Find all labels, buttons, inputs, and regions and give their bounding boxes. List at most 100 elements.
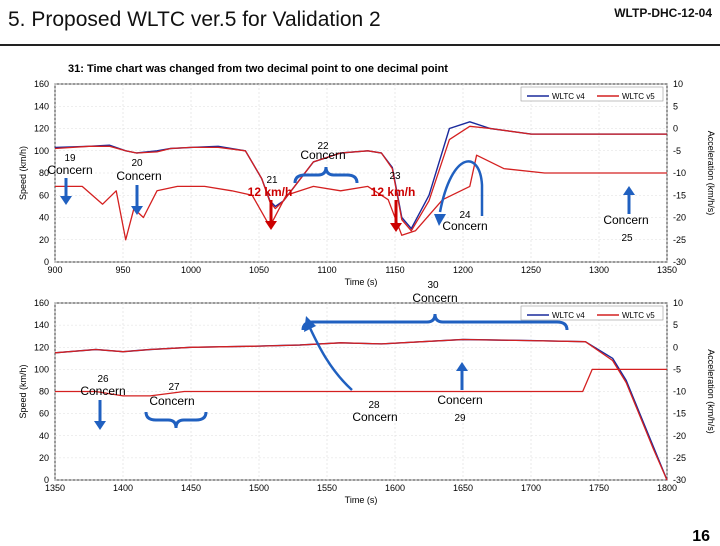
annotation-25-number: 25 <box>621 233 633 244</box>
x-axis-label: Time (s) <box>345 495 378 505</box>
annotation-19-label: Concern <box>47 163 92 177</box>
annotation-28-number: 28 <box>368 400 380 411</box>
legend-label-v5: WLTC v5 <box>622 92 655 101</box>
y-tick-label: 160 <box>34 298 49 308</box>
y2-tick-label: -5 <box>673 146 681 156</box>
x-tick-label: 1100 <box>317 265 336 275</box>
x-tick-label: 1450 <box>181 483 201 493</box>
x-tick-label: 1650 <box>453 483 473 493</box>
y2-axis-label: Acceleration (km/h/s) <box>706 131 716 216</box>
y-tick-label: 20 <box>39 235 49 245</box>
y2-tick-label: -20 <box>673 431 686 441</box>
annotation-20-label: Concern <box>116 169 161 183</box>
annotation-27-number: 27 <box>168 382 180 393</box>
annotation-24-label: Concern <box>442 219 487 233</box>
y-tick-label: 60 <box>39 190 49 200</box>
y2-tick-label: -30 <box>673 257 686 267</box>
arrow-25-head <box>623 186 635 195</box>
y2-tick-label: 0 <box>673 124 678 134</box>
arrow-20-head <box>131 206 143 215</box>
legend-label-v4: WLTC v4 <box>552 92 585 101</box>
series-line-acceleration <box>55 368 667 397</box>
annotation-23-label: 12 km/h <box>371 185 416 199</box>
x-tick-label: 1600 <box>385 483 405 493</box>
annotation-30-number: 30 <box>427 280 439 291</box>
annotation-27-label: Concern <box>149 394 194 408</box>
x-tick-label: 1350 <box>657 265 677 275</box>
legend-box <box>520 305 664 321</box>
annotation-22-label: Concern <box>300 148 345 162</box>
y-tick-label: 140 <box>34 320 49 330</box>
annotation-28-label: Concern <box>352 410 397 424</box>
arrow-19-head <box>60 196 72 205</box>
x-tick-label: 1350 <box>45 483 65 493</box>
x-tick-label: 1300 <box>589 265 609 275</box>
y-tick-label: 40 <box>39 431 49 441</box>
series-line-wltc-v5-speed <box>54 338 668 481</box>
y-tick-label: 80 <box>39 168 49 178</box>
y2-tick-label: 5 <box>673 320 678 330</box>
x-tick-label: 1400 <box>113 483 133 493</box>
series-line-acceleration <box>55 154 667 241</box>
y2-tick-label: -15 <box>673 190 686 200</box>
x-tick-label: 1700 <box>521 483 541 493</box>
y2-tick-label: 10 <box>673 79 683 89</box>
arrow-26-head <box>94 421 106 430</box>
x-tick-label: 1050 <box>249 265 269 275</box>
annotation-21-label: 12 km/h <box>248 185 293 199</box>
y-tick-label: 120 <box>34 342 49 352</box>
slide-subtitle: 31: Time chart was changed from two deci… <box>68 63 448 75</box>
arrow-23-head <box>390 223 402 232</box>
document-id: WLTP-DHC-12-04 <box>614 6 712 20</box>
annotation-24-number: 24 <box>459 210 471 221</box>
y2-tick-label: -10 <box>673 168 686 178</box>
y-tick-label: 0 <box>44 257 49 267</box>
y-tick-label: 100 <box>34 146 49 156</box>
y-axis-label: Speed (km/h) <box>18 364 28 418</box>
brace-27 <box>144 411 208 429</box>
series-line-wltc-v5-speed <box>54 125 667 232</box>
slide-title: 5. Proposed WLTC ver.5 for Validation 2 <box>8 8 381 31</box>
x-tick-label: 1550 <box>317 483 337 493</box>
y2-tick-label: -30 <box>673 475 686 485</box>
legend-box <box>520 86 664 102</box>
annotation-23-number: 23 <box>389 171 401 182</box>
annotation-30-label: Concern <box>412 291 457 305</box>
y-axis-label: Speed (km/h) <box>18 146 28 200</box>
x-tick-label: 1150 <box>385 265 404 275</box>
annotation-22-number: 22 <box>317 141 329 152</box>
x-tick-label: 1250 <box>521 265 541 275</box>
x-tick-label: 1800 <box>657 483 677 493</box>
y-tick-label: 40 <box>39 213 49 223</box>
annotation-20-number: 20 <box>131 158 143 169</box>
annotation-26-label: Concern <box>80 384 125 398</box>
x-tick-label: 900 <box>47 265 62 275</box>
annotation-21-number: 21 <box>266 175 278 186</box>
chart-2 <box>54 302 668 481</box>
y-tick-label: 120 <box>34 124 49 134</box>
x-tick-label: 1500 <box>249 483 269 493</box>
y2-tick-label: -25 <box>673 235 686 245</box>
y-tick-label: 140 <box>34 101 49 111</box>
arrow-29-head <box>456 362 468 371</box>
annotation-25-label: Concern <box>603 213 648 227</box>
page-number: 16 <box>692 528 710 545</box>
legend-label-v4: WLTC v4 <box>552 311 585 320</box>
y2-tick-label: 0 <box>673 342 678 352</box>
y2-tick-label: -15 <box>673 409 686 419</box>
x-axis-label: Time (s) <box>345 277 378 287</box>
y2-tick-label: -20 <box>673 213 686 223</box>
x-tick-label: 950 <box>115 265 130 275</box>
annotation-29-number: 29 <box>454 413 466 424</box>
title-divider <box>0 44 720 46</box>
annotation-29-label: Concern <box>437 393 482 407</box>
y2-axis-label: Acceleration (km/h/s) <box>706 349 716 434</box>
y-tick-label: 100 <box>34 364 49 374</box>
arrow-28-curve <box>308 327 353 391</box>
x-tick-label: 1200 <box>453 265 473 275</box>
y2-tick-label: -5 <box>673 364 681 374</box>
x-tick-label: 1750 <box>589 483 609 493</box>
y-tick-label: 160 <box>34 79 49 89</box>
legend-label-v5: WLTC v5 <box>622 311 655 320</box>
